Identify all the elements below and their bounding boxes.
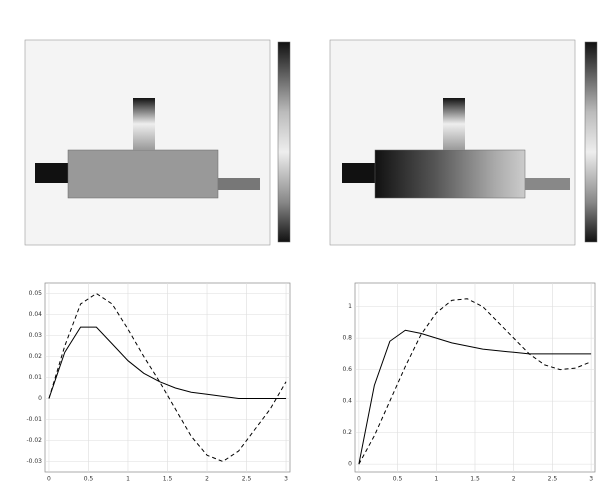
y-tick-label: 0.2	[342, 429, 352, 436]
x-tick-label: 1.5	[470, 476, 480, 483]
x-tick-label: 3	[284, 476, 288, 483]
y-tick-label: 0	[348, 461, 352, 468]
x-tick-label: 2	[205, 476, 209, 483]
x-tick-label: 0.5	[393, 476, 403, 483]
y-tick-label: 0.05	[29, 290, 43, 297]
series-line	[358, 329, 592, 465]
x-tick-label: 2.5	[548, 476, 558, 483]
x-tick-label: 0.5	[84, 476, 94, 483]
y-tick-label: 0.4	[342, 398, 352, 405]
y-tick-label: 1	[348, 303, 352, 310]
series-line	[358, 298, 592, 465]
y-tick-label: -0.02	[26, 437, 42, 444]
field-panel	[329, 39, 598, 246]
x-tick-label: 0	[357, 476, 361, 483]
x-tick-label: 2.5	[242, 476, 252, 483]
x-tick-label: 1.5	[163, 476, 173, 483]
field-panel	[24, 39, 291, 246]
y-tick-label: 0.6	[342, 366, 352, 373]
y-tick-label: 0.03	[29, 332, 43, 339]
y-tick-label: 0	[38, 395, 42, 402]
y-tick-label: 0.02	[29, 353, 43, 360]
y-tick-label: -0.03	[26, 458, 42, 465]
x-tick-label: 3	[589, 476, 593, 483]
y-tick-label: 0.8	[342, 335, 352, 342]
x-tick-label: 0	[47, 476, 51, 483]
x-tick-label: 2	[512, 476, 516, 483]
series-line	[48, 292, 287, 463]
x-tick-label: 1	[434, 476, 438, 483]
y-tick-label: -0.01	[26, 416, 42, 423]
x-tick-label: 1	[126, 476, 130, 483]
y-tick-label: 0.01	[29, 374, 43, 381]
series-line	[48, 326, 287, 399]
y-tick-label: 0.04	[29, 311, 43, 318]
